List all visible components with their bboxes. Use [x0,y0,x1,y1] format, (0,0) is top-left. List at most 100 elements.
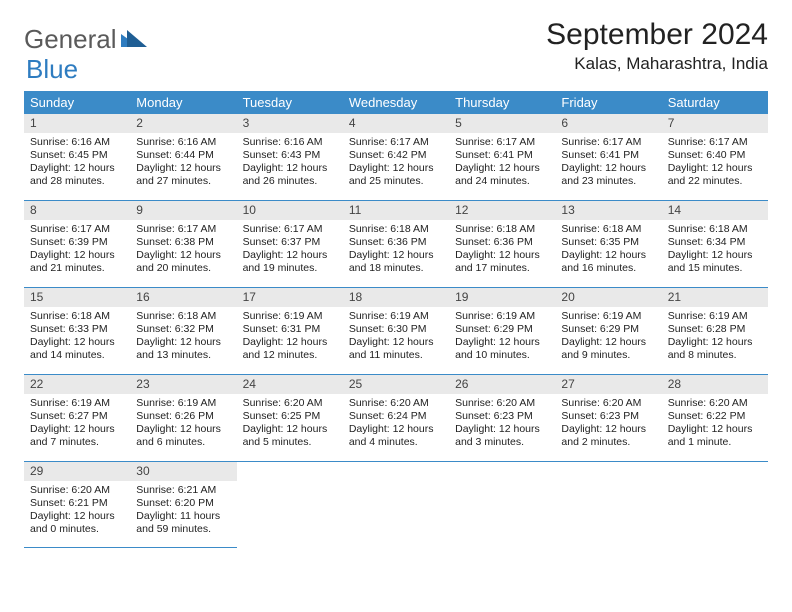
daylight-line-1: Daylight: 12 hours [455,249,549,262]
brand-logo: General [24,18,147,55]
sunrise-line: Sunrise: 6:17 AM [668,136,762,149]
sunrise-line: Sunrise: 6:18 AM [668,223,762,236]
month-title: September 2024 [546,18,768,52]
day-number: 24 [237,375,343,394]
day-number: 13 [555,201,661,220]
daylight-line-2: and 5 minutes. [243,436,337,449]
day-number: 7 [662,114,768,133]
day-cell: 12Sunrise: 6:18 AMSunset: 6:36 PMDayligh… [449,201,555,287]
day-cell: 29Sunrise: 6:20 AMSunset: 6:21 PMDayligh… [24,462,130,548]
daylight-line-2: and 20 minutes. [136,262,230,275]
sunrise-line: Sunrise: 6:18 AM [30,310,124,323]
day-body: Sunrise: 6:17 AMSunset: 6:40 PMDaylight:… [662,136,768,189]
daylight-line-2: and 9 minutes. [561,349,655,362]
brand-triangle-icon [121,24,147,55]
day-body: Sunrise: 6:16 AMSunset: 6:45 PMDaylight:… [24,136,130,189]
day-body: Sunrise: 6:17 AMSunset: 6:41 PMDaylight:… [449,136,555,189]
daylight-line-1: Daylight: 12 hours [30,336,124,349]
sunset-line: Sunset: 6:21 PM [30,497,124,510]
daylight-line-1: Daylight: 12 hours [668,423,762,436]
day-cell: 13Sunrise: 6:18 AMSunset: 6:35 PMDayligh… [555,201,661,287]
daylight-line-1: Daylight: 12 hours [561,336,655,349]
day-cell: 22Sunrise: 6:19 AMSunset: 6:27 PMDayligh… [24,375,130,461]
day-number: 25 [343,375,449,394]
day-body: Sunrise: 6:20 AMSunset: 6:21 PMDaylight:… [24,484,130,537]
sunset-line: Sunset: 6:34 PM [668,236,762,249]
daylight-line-1: Daylight: 12 hours [30,510,124,523]
sunrise-line: Sunrise: 6:18 AM [349,223,443,236]
day-number: 4 [343,114,449,133]
sunset-line: Sunset: 6:22 PM [668,410,762,423]
day-number: 23 [130,375,236,394]
daylight-line-2: and 2 minutes. [561,436,655,449]
day-number: 9 [130,201,236,220]
sunrise-line: Sunrise: 6:17 AM [136,223,230,236]
dow-header-row: SundayMondayTuesdayWednesdayThursdayFrid… [24,91,768,114]
day-cell: 27Sunrise: 6:20 AMSunset: 6:23 PMDayligh… [555,375,661,461]
daylight-line-1: Daylight: 11 hours [136,510,230,523]
day-cell: 6Sunrise: 6:17 AMSunset: 6:41 PMDaylight… [555,114,661,200]
daylight-line-2: and 26 minutes. [243,175,337,188]
day-number: 20 [555,288,661,307]
daylight-line-1: Daylight: 12 hours [668,162,762,175]
sunrise-line: Sunrise: 6:20 AM [30,484,124,497]
sunset-line: Sunset: 6:44 PM [136,149,230,162]
daylight-line-1: Daylight: 12 hours [30,423,124,436]
daylight-line-2: and 7 minutes. [30,436,124,449]
day-cell: 23Sunrise: 6:19 AMSunset: 6:26 PMDayligh… [130,375,236,461]
day-number: 19 [449,288,555,307]
sunset-line: Sunset: 6:36 PM [455,236,549,249]
day-number: 30 [130,462,236,481]
daylight-line-2: and 25 minutes. [349,175,443,188]
daylight-line-2: and 16 minutes. [561,262,655,275]
day-body: Sunrise: 6:17 AMSunset: 6:41 PMDaylight:… [555,136,661,189]
day-body: Sunrise: 6:19 AMSunset: 6:29 PMDaylight:… [449,310,555,363]
week-row: 29Sunrise: 6:20 AMSunset: 6:21 PMDayligh… [24,462,768,548]
day-number: 12 [449,201,555,220]
day-body: Sunrise: 6:19 AMSunset: 6:30 PMDaylight:… [343,310,449,363]
day-body: Sunrise: 6:20 AMSunset: 6:24 PMDaylight:… [343,397,449,450]
title-block: September 2024 Kalas, Maharashtra, India [546,18,768,74]
day-number: 1 [24,114,130,133]
day-cell: 30Sunrise: 6:21 AMSunset: 6:20 PMDayligh… [130,462,236,548]
sunrise-line: Sunrise: 6:20 AM [455,397,549,410]
week-row: 8Sunrise: 6:17 AMSunset: 6:39 PMDaylight… [24,201,768,288]
daylight-line-1: Daylight: 12 hours [668,336,762,349]
sunset-line: Sunset: 6:25 PM [243,410,337,423]
day-cell [555,462,661,548]
calendar-body: 1 Sunrise: 6:16 AMSunset: 6:45 PMDaylight… [24,114,768,548]
calendar: SundayMondayTuesdayWednesdayThursdayFrid… [24,91,768,548]
day-number: 17 [237,288,343,307]
sunrise-line: Sunrise: 6:19 AM [561,310,655,323]
day-body: Sunrise: 6:16 AMSunset: 6:44 PMDaylight:… [130,136,236,189]
daylight-line-1: Daylight: 12 hours [455,423,549,436]
sunset-line: Sunset: 6:29 PM [455,323,549,336]
daylight-line-2: and 15 minutes. [668,262,762,275]
sunrise-line: Sunrise: 6:19 AM [349,310,443,323]
sunrise-line: Sunrise: 6:20 AM [349,397,443,410]
day-cell: 5Sunrise: 6:17 AMSunset: 6:41 PMDaylight… [449,114,555,200]
sunset-line: Sunset: 6:43 PM [243,149,337,162]
day-number: 21 [662,288,768,307]
sunset-line: Sunset: 6:36 PM [349,236,443,249]
daylight-line-2: and 21 minutes. [30,262,124,275]
day-cell: 14Sunrise: 6:18 AMSunset: 6:34 PMDayligh… [662,201,768,287]
daylight-line-1: Daylight: 12 hours [243,336,337,349]
sunset-line: Sunset: 6:38 PM [136,236,230,249]
sunset-line: Sunset: 6:41 PM [561,149,655,162]
location-text: Kalas, Maharashtra, India [546,54,768,74]
sunrise-line: Sunrise: 6:18 AM [561,223,655,236]
sunset-line: Sunset: 6:37 PM [243,236,337,249]
dow-monday: Monday [130,91,236,114]
day-body: Sunrise: 6:20 AMSunset: 6:25 PMDaylight:… [237,397,343,450]
day-body: Sunrise: 6:18 AMSunset: 6:36 PMDaylight:… [343,223,449,276]
day-cell: 8Sunrise: 6:17 AMSunset: 6:39 PMDaylight… [24,201,130,287]
daylight-line-1: Daylight: 12 hours [136,249,230,262]
sunrise-line: Sunrise: 6:17 AM [455,136,549,149]
day-cell: 3Sunrise: 6:16 AMSunset: 6:43 PMDaylight… [237,114,343,200]
sunset-line: Sunset: 6:28 PM [668,323,762,336]
day-body: Sunrise: 6:18 AMSunset: 6:33 PMDaylight:… [24,310,130,363]
daylight-line-2: and 1 minute. [668,436,762,449]
day-body: Sunrise: 6:20 AMSunset: 6:22 PMDaylight:… [662,397,768,450]
day-body: Sunrise: 6:19 AMSunset: 6:31 PMDaylight:… [237,310,343,363]
